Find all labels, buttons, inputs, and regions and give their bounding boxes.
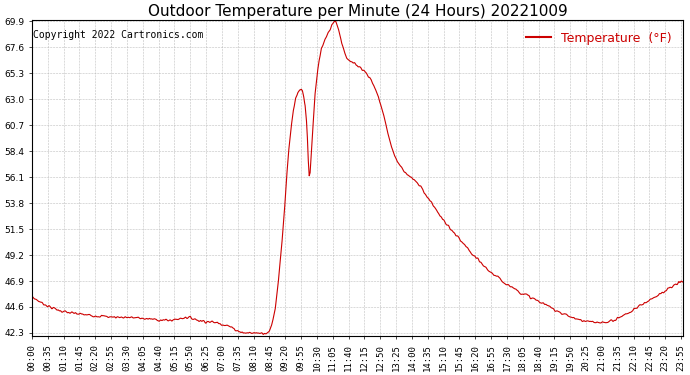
Text: Copyright 2022 Cartronics.com: Copyright 2022 Cartronics.com (32, 30, 203, 40)
Title: Outdoor Temperature per Minute (24 Hours) 20221009: Outdoor Temperature per Minute (24 Hours… (148, 4, 567, 19)
Legend: Temperature  (°F): Temperature (°F) (521, 27, 677, 50)
